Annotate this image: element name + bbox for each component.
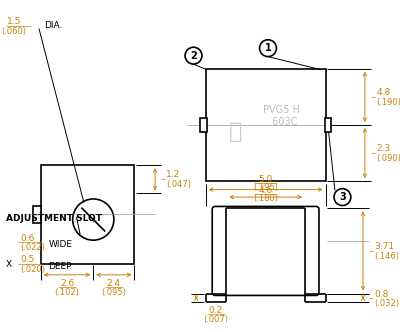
Text: 4.8: 4.8 (376, 88, 390, 97)
Text: X: X (6, 260, 12, 269)
Text: 0.5: 0.5 (20, 255, 34, 264)
Text: 1.5: 1.5 (6, 18, 21, 27)
Text: PVG5 H
  603C: PVG5 H 603C (263, 105, 300, 127)
Text: (.060): (.060) (1, 27, 26, 36)
Text: (.195): (.195) (253, 183, 278, 192)
Text: (.020): (.020) (20, 265, 45, 274)
Text: 3: 3 (339, 192, 346, 202)
Text: 1.2: 1.2 (166, 170, 180, 179)
Text: 3.71: 3.71 (374, 242, 394, 251)
Text: 2.4: 2.4 (107, 279, 121, 288)
Bar (33, 206, 41, 223)
Circle shape (73, 199, 114, 240)
Text: (.102): (.102) (55, 288, 80, 297)
Text: 2.6: 2.6 (60, 279, 74, 288)
Text: (.047): (.047) (166, 180, 191, 190)
Text: (.007): (.007) (204, 315, 228, 324)
Text: 2.3: 2.3 (376, 144, 390, 153)
Circle shape (185, 47, 202, 64)
Text: DIA.: DIA. (44, 21, 63, 30)
Bar (325, 119, 331, 131)
Text: (.180): (.180) (253, 195, 278, 204)
Text: 0.6: 0.6 (20, 234, 34, 243)
FancyBboxPatch shape (212, 207, 319, 295)
Text: 0.2: 0.2 (209, 306, 223, 315)
Text: (.190): (.190) (376, 98, 400, 107)
Text: 2: 2 (190, 51, 197, 61)
Text: (.090): (.090) (376, 154, 400, 163)
Bar (200, 119, 207, 131)
Text: (.022): (.022) (20, 243, 45, 252)
Circle shape (260, 40, 276, 56)
Text: ADJUSTMENT SLOT: ADJUSTMENT SLOT (6, 214, 102, 223)
Text: (.032): (.032) (374, 299, 399, 308)
Text: (.146): (.146) (374, 252, 399, 261)
Text: 1: 1 (265, 43, 271, 53)
Text: WIDE: WIDE (48, 240, 72, 249)
Text: DEEP: DEEP (48, 262, 72, 271)
Circle shape (334, 189, 351, 206)
Bar (41, 165, 134, 264)
Bar (206, 69, 326, 181)
Text: 0.8: 0.8 (374, 290, 389, 298)
Text: (.095): (.095) (102, 288, 126, 297)
Text: 4.6: 4.6 (258, 186, 273, 195)
Text: 5.0: 5.0 (258, 175, 273, 184)
Text: Ⓑ: Ⓑ (229, 122, 242, 142)
